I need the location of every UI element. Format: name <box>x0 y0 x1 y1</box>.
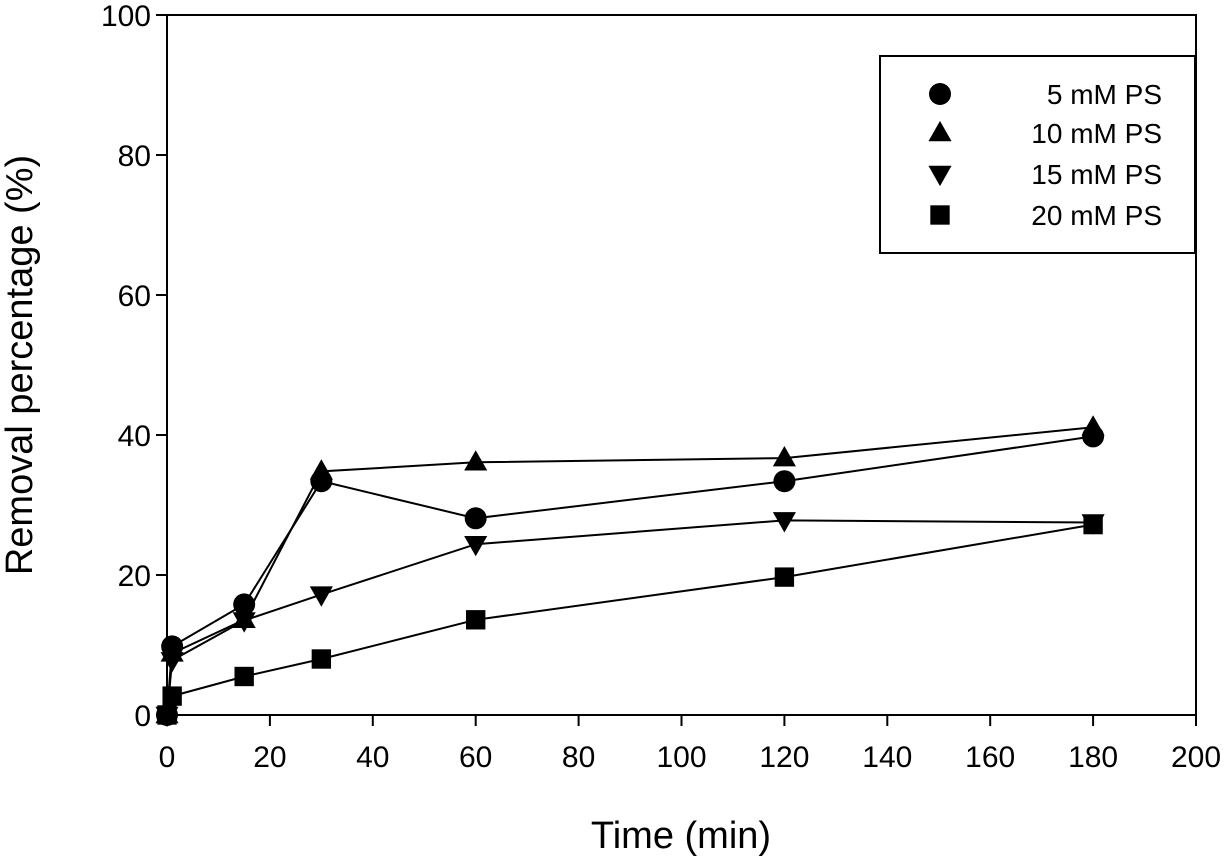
series-line <box>166 523 1094 716</box>
legend-marker <box>928 165 952 187</box>
y-axis-title: Removal percentage (%) <box>0 155 41 575</box>
series-10mm <box>155 415 1105 724</box>
data-point <box>1081 415 1105 436</box>
x-tick-label: 0 <box>159 741 176 774</box>
data-point <box>464 535 488 557</box>
legend-marker <box>929 83 951 105</box>
series-line <box>166 426 1094 716</box>
data-point <box>772 512 796 533</box>
y-tick-label: 0 <box>134 700 151 733</box>
y-tick-label: 100 <box>101 0 151 33</box>
series-line <box>166 435 1094 716</box>
data-point <box>464 507 487 530</box>
data-point <box>309 586 333 607</box>
series-20mm <box>157 514 1103 725</box>
legend-label: 15 mM PS <box>1031 159 1162 190</box>
legend-label: 5 mM PS <box>1047 79 1162 110</box>
x-tick-label: 180 <box>1068 741 1118 774</box>
x-tick-label: 20 <box>253 741 286 774</box>
data-point <box>309 459 333 480</box>
legend-items: 5 mM PS 10 mM PS 15 mM PS 20 mM PS <box>928 79 1162 231</box>
x-tick-label: 160 <box>965 741 1015 774</box>
series-layer <box>155 415 1105 728</box>
y-tick-label: 80 <box>118 140 151 173</box>
series-5mm <box>156 425 1105 726</box>
data-point <box>772 446 796 467</box>
data-point <box>232 612 256 633</box>
series-15mm <box>155 512 1105 728</box>
x-tick-label: 200 <box>1171 741 1221 774</box>
legend-marker <box>930 205 950 225</box>
y-axis-ticks: 0 20 40 60 80 100 <box>101 0 167 733</box>
legend: 5 mM PS 10 mM PS 15 mM PS 20 mM PS <box>879 55 1196 254</box>
y-tick-label: 60 <box>118 280 151 313</box>
data-point <box>234 666 254 687</box>
data-point <box>464 450 488 471</box>
legend-marker <box>928 120 952 142</box>
data-point <box>1083 514 1103 535</box>
x-tick-label: 140 <box>862 741 912 774</box>
legend-label: 20 mM PS <box>1031 200 1162 231</box>
x-tick-label: 80 <box>562 741 595 774</box>
x-tick-label: 60 <box>459 741 492 774</box>
x-tick-label: 40 <box>356 741 389 774</box>
y-tick-label: 40 <box>118 420 151 453</box>
data-point <box>311 649 332 669</box>
legend-label: 10 mM PS <box>1031 118 1162 149</box>
x-tick-label: 120 <box>759 741 809 774</box>
x-axis-title: Time (min) <box>591 815 771 857</box>
data-point <box>157 705 177 725</box>
data-point <box>466 610 486 630</box>
data-point <box>160 652 184 673</box>
data-point <box>162 686 182 706</box>
data-point <box>774 567 795 587</box>
x-axis-ticks: 0 20 40 60 80 100 120 140 160 180 200 <box>159 715 1221 774</box>
series-line <box>166 519 1094 716</box>
x-tick-label: 100 <box>656 741 706 774</box>
data-point <box>773 470 796 493</box>
y-tick-label: 20 <box>118 560 151 593</box>
